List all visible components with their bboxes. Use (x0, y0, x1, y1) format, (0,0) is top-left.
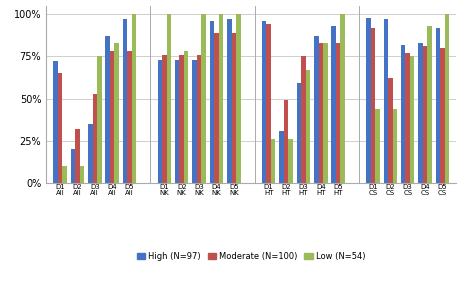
Bar (114, 43, 119, 183)
Bar (123, 19, 127, 183)
Bar (436, 28, 440, 183)
Bar (58, 73, 62, 183)
Bar (184, 51, 189, 183)
Bar (219, 14, 223, 183)
Bar (271, 139, 275, 183)
Bar (314, 36, 319, 183)
Bar (340, 14, 345, 183)
Bar (262, 21, 266, 183)
Bar (175, 60, 179, 183)
Bar (266, 24, 271, 183)
Bar (158, 60, 162, 183)
Bar (366, 17, 371, 183)
Bar (97, 56, 101, 183)
Bar (201, 14, 206, 183)
Bar (418, 43, 423, 183)
Bar (166, 14, 171, 183)
Bar (214, 33, 219, 183)
Bar (323, 43, 328, 183)
Bar (375, 109, 380, 183)
Bar (93, 94, 97, 183)
Bar (162, 55, 166, 183)
Bar (192, 60, 197, 183)
Bar (231, 33, 236, 183)
Bar (127, 51, 132, 183)
Bar (384, 19, 388, 183)
Bar (288, 139, 293, 183)
Bar (106, 36, 110, 183)
Bar (306, 70, 310, 183)
Bar (410, 56, 414, 183)
Bar (388, 78, 393, 183)
Bar (62, 166, 67, 183)
Bar (406, 53, 410, 183)
Bar (110, 51, 114, 183)
Legend: High (N=97), Moderate (N=100), Low (N=54): High (N=97), Moderate (N=100), Low (N=54… (134, 248, 369, 264)
Bar (132, 14, 136, 183)
Bar (440, 48, 445, 183)
Bar (296, 84, 301, 183)
Bar (236, 14, 241, 183)
Bar (371, 28, 375, 183)
Bar (179, 55, 184, 183)
Bar (331, 26, 336, 183)
Bar (401, 45, 406, 183)
Bar (319, 43, 323, 183)
Bar (71, 149, 75, 183)
Bar (427, 26, 432, 183)
Bar (336, 43, 340, 183)
Bar (210, 21, 214, 183)
Bar (75, 129, 80, 183)
Bar (279, 131, 284, 183)
Bar (284, 100, 288, 183)
Bar (227, 19, 231, 183)
Bar (53, 61, 58, 183)
Bar (445, 14, 449, 183)
Bar (301, 56, 306, 183)
Bar (80, 166, 84, 183)
Bar (197, 55, 201, 183)
Bar (393, 109, 397, 183)
Bar (423, 46, 427, 183)
Bar (88, 124, 93, 183)
